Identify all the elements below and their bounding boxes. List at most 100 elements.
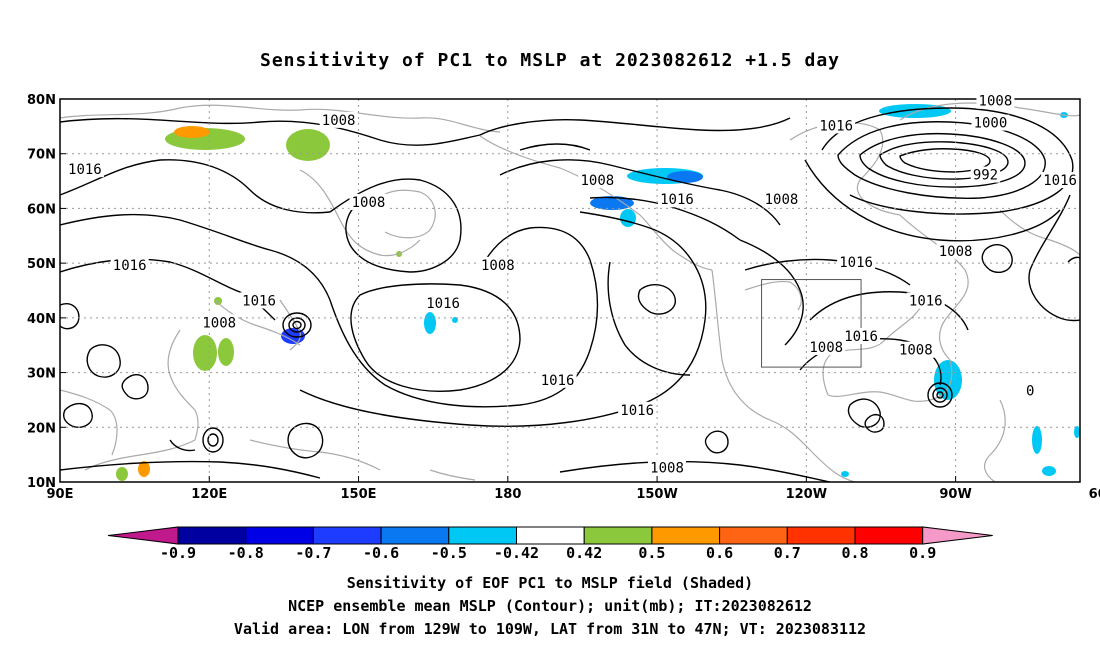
colorbar-box xyxy=(312,526,382,545)
lon-tick-label: 90E xyxy=(47,487,74,502)
contour-label-halo xyxy=(538,371,577,388)
contour-label: 0 xyxy=(1026,384,1034,400)
contour-label: 1016 xyxy=(68,162,102,178)
colorbar-box xyxy=(583,526,653,545)
lat-tick-label: 70N xyxy=(27,148,56,163)
shade-positive xyxy=(138,461,150,477)
contour-label: 1016 xyxy=(909,293,943,309)
lon-tick-label: 60W xyxy=(1089,487,1100,502)
contour-label-halo xyxy=(319,111,358,128)
contour-label-halo xyxy=(762,191,801,208)
contour-label: 1016 xyxy=(426,296,460,312)
lat-tick-label: 60N xyxy=(27,202,56,217)
shade-negative xyxy=(590,196,634,210)
contour-label: 1008 xyxy=(809,340,843,356)
contour-label-halo xyxy=(1023,382,1037,399)
lon-tick-label: 120E xyxy=(191,487,227,502)
lat-tick-label: 50N xyxy=(27,257,56,272)
lon-tick-label: 150E xyxy=(341,487,377,502)
contour-label-halo xyxy=(976,92,1015,109)
contour-label-halo xyxy=(837,254,876,271)
colorbar-high-triangle xyxy=(922,526,993,545)
valid-area-box xyxy=(761,279,862,368)
contour-label: 1016 xyxy=(242,293,276,309)
contour-label: 1008 xyxy=(979,94,1013,110)
shade-negative xyxy=(620,209,636,227)
lat-tick-label: 80N xyxy=(27,93,56,108)
shade-negative xyxy=(424,312,436,334)
lon-tick-label: 150W xyxy=(636,487,677,502)
contour-label-halo xyxy=(65,161,104,178)
contour-label-halo xyxy=(240,292,279,309)
contour-label: 1016 xyxy=(660,192,694,208)
shade-positive xyxy=(193,335,217,371)
contour-label: 1008 xyxy=(322,113,356,129)
contour-label-halo xyxy=(618,401,657,418)
contour-label: 1008 xyxy=(581,173,615,189)
lon-tick-label: 120W xyxy=(786,487,827,502)
colorbar-labels: -0.9 -0.8 -0.7 -0.6 -0.5 -0.42 0.42 0.5 0.6 0.7 0.… xyxy=(160,544,936,562)
contour-label-halo xyxy=(200,314,239,331)
lat-tick-label: 30N xyxy=(27,367,56,382)
contour-label-halo xyxy=(842,328,881,345)
contour-label: 1008 xyxy=(650,460,684,476)
colorbar-box xyxy=(380,526,450,545)
colorbar-box xyxy=(516,526,585,545)
colorbar-tick-label: -0.42 xyxy=(494,544,539,562)
contour-label: 1016 xyxy=(541,373,575,389)
contour-label: 1008 xyxy=(899,343,933,359)
colorbar-box xyxy=(245,526,314,545)
shade-positive xyxy=(286,129,330,161)
contour-label: 1016 xyxy=(844,329,878,345)
contour-label: 1016 xyxy=(1043,173,1077,189)
colorbar-tick-label: 0.5 xyxy=(638,544,665,562)
shade-negative xyxy=(1032,426,1042,454)
lat-tick-label: 20N xyxy=(27,421,56,436)
shade-negative xyxy=(879,104,951,118)
shade-negative xyxy=(667,171,703,183)
colorbar-box xyxy=(177,526,247,545)
colorbar-low-triangle xyxy=(107,526,179,545)
lon-tick-label: 180 xyxy=(494,487,521,502)
map-frame xyxy=(59,98,1081,483)
colorbar-box xyxy=(786,526,856,545)
footer-line-3: Valid area: LON from 129W to 109W, LAT f… xyxy=(233,620,867,638)
chart-title: Sensitivity of PC1 to MSLP at 2023082612… xyxy=(259,50,840,71)
shade-positive xyxy=(116,467,128,481)
lon-tick-label: 90W xyxy=(939,487,971,502)
contour-label: 992 xyxy=(973,168,998,184)
contour-label-halo xyxy=(424,295,463,312)
shade-positive xyxy=(174,126,210,138)
lon-axis-labels: 90E 120E 150E 180 150W 120W 90W 60W xyxy=(47,476,1100,502)
colorbar-tick-label: -0.5 xyxy=(431,544,467,562)
colorbar-tick-label: 0.7 xyxy=(774,544,801,562)
contour-label: 1008 xyxy=(352,195,386,211)
shade-negative xyxy=(841,471,849,477)
contour-label: 1016 xyxy=(819,118,853,134)
colorbar-tick-label: -0.9 xyxy=(160,544,196,562)
colorbar-tick-label: -0.7 xyxy=(295,544,331,562)
shade-negative xyxy=(934,360,962,400)
colorbar-tick-label: -0.6 xyxy=(363,544,399,562)
footer-line-1: Sensitivity of EOF PC1 to MSLP field (Sh… xyxy=(346,574,754,592)
colorbar-tick-label: 0.6 xyxy=(706,544,733,562)
contour-label: 1016 xyxy=(839,255,873,271)
shade-negative xyxy=(452,317,458,323)
graticule xyxy=(60,99,1080,482)
contour-label-halo xyxy=(648,459,687,476)
colorbar-box xyxy=(854,526,924,545)
lat-axis-labels: 10N 20N 30N 40N 50N 60N 70N 80N xyxy=(27,93,66,491)
shade-negative xyxy=(1042,466,1056,476)
contour-label-halo xyxy=(817,117,856,134)
contour-label-halo xyxy=(970,166,1001,183)
shade-negative xyxy=(1074,426,1080,438)
colorbar-tick-label: 0.9 xyxy=(909,544,936,562)
contour-label: 1016 xyxy=(113,258,147,274)
contour-label-halo xyxy=(1041,172,1080,189)
sensitivity-shading xyxy=(116,104,1080,481)
colorbar-box xyxy=(651,526,721,545)
contour-label: 1008 xyxy=(481,258,515,274)
footer-line-2: NCEP ensemble mean MSLP (Contour); unit(… xyxy=(288,597,812,615)
mslp-contours xyxy=(60,107,1080,482)
contour-label: 1000 xyxy=(974,116,1008,132)
